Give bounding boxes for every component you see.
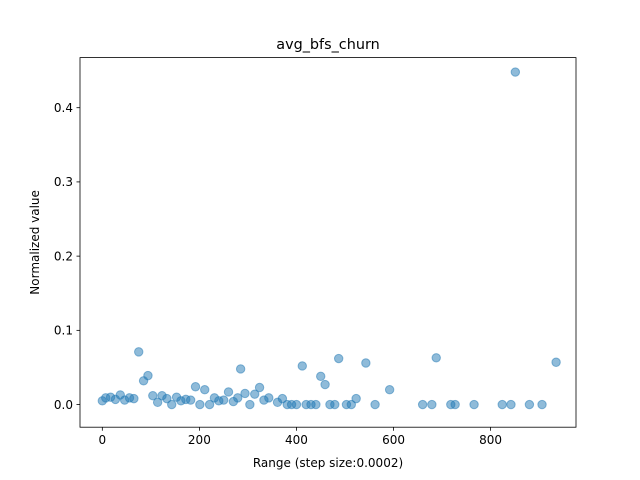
x-tick-label: 0 [99,433,107,447]
data-point [264,393,274,403]
data-point [417,399,428,410]
data-point [320,379,330,390]
data-point [223,387,234,397]
data-point [524,399,535,410]
data-point [537,399,547,410]
y-tick-label: 0.2 [54,249,73,263]
data-point [152,397,163,408]
plot-area [80,57,576,428]
data-point [134,347,144,357]
data-points [97,67,561,410]
y-axis-label: Normalized value [28,190,42,295]
data-point [506,399,516,410]
data-point [254,382,265,393]
data-point [200,385,210,395]
data-point [190,382,201,392]
data-point [240,388,250,399]
y-axis-ticks: 0.0 0.1 0.2 0.3 0.4 [54,101,80,412]
x-axis-ticks: 0 200 400 600 800 [99,427,502,447]
data-point [333,353,344,364]
data-point [233,393,243,403]
data-point [195,399,205,410]
data-point [162,393,172,404]
data-point [370,399,380,410]
data-point [235,364,246,374]
data-point [427,399,437,410]
chart-title: avg_bfs_churn [276,37,380,53]
data-point [346,399,356,410]
data-point [204,399,215,410]
data-point [297,361,307,371]
data-point [551,357,561,367]
data-point [330,399,340,410]
data-point [431,353,441,363]
data-point [185,395,196,405]
x-tick-label: 800 [479,433,502,447]
data-point [361,358,371,368]
data-point [148,390,158,401]
data-point [351,393,361,404]
data-point [291,399,302,410]
data-point [143,370,153,381]
y-tick-label: 0.1 [54,324,73,338]
data-point [129,393,139,404]
data-point [250,389,260,399]
data-point [384,385,395,395]
y-tick-label: 0.4 [54,101,73,115]
x-tick-label: 200 [188,433,211,447]
data-point [316,371,326,382]
data-point [510,67,521,77]
data-point [311,399,321,410]
x-axis-label: Range (step size:0.0002) [253,456,403,470]
data-point [450,399,460,410]
y-tick-label: 0.0 [54,398,73,412]
plot-frame [79,57,577,428]
data-point [469,399,479,410]
data-point [245,399,255,410]
data-point [497,399,507,410]
data-point [218,395,229,405]
data-point [167,399,177,410]
y-tick-label: 0.3 [54,175,73,189]
x-tick-label: 600 [382,433,405,447]
data-point [277,393,288,404]
x-tick-label: 400 [285,433,308,447]
